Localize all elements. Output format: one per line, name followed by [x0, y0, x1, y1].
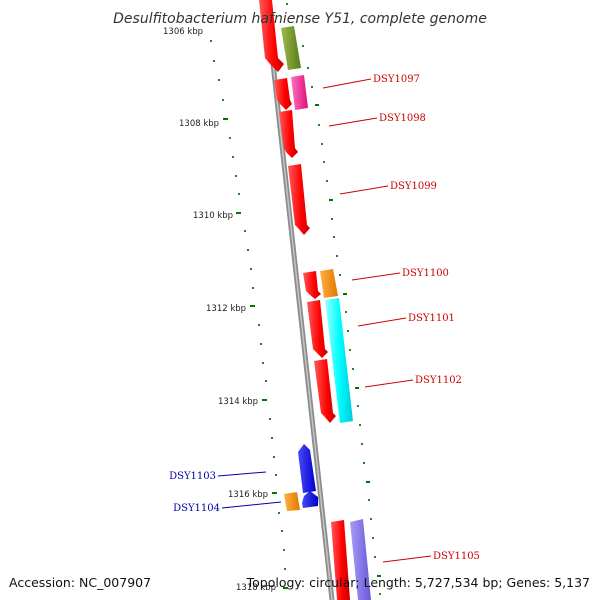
gene-label-dsy1103[interactable]: DSY1103: [169, 471, 216, 482]
gene-arrow-dsy1098[interactable]: [279, 110, 298, 158]
map-title: Desulfitobacterium hafniense Y51, comple…: [113, 11, 487, 27]
kbp-tick-label: 1310 kbp: [193, 211, 233, 221]
gene-arrow[interactable]: [325, 298, 353, 423]
gene-features-forward-strand: [281, 26, 371, 600]
gene-arrow-dsy1104[interactable]: [302, 491, 318, 508]
outer-ring-track: [261, 2, 381, 595]
gene-label-dsy1102[interactable]: DSY1102: [415, 375, 462, 386]
gene-arrow-dsy1097[interactable]: [274, 78, 292, 110]
gene-features-reverse-strand: [259, 0, 350, 600]
gene-label-dsy1099[interactable]: DSY1099: [390, 181, 437, 192]
kbp-tick-label: 1314 kbp: [218, 397, 258, 407]
gene-arrow-dsy1100[interactable]: [303, 271, 321, 299]
gene-arrow-dsy1103[interactable]: [298, 444, 316, 493]
gene-arrow[interactable]: [284, 492, 300, 511]
gene-arrow[interactable]: [350, 519, 371, 600]
gene-label-dsy1104[interactable]: DSY1104: [173, 503, 220, 514]
label-leader-lines: [217, 78, 432, 563]
gene-label-dsy1101[interactable]: DSY1101: [408, 313, 455, 324]
gene-arrow-dsy1099[interactable]: [288, 164, 310, 235]
kbp-tick-label: 1318 kbp: [236, 583, 276, 593]
gene-arrow[interactable]: [259, 0, 284, 72]
gene-label-dsy1100[interactable]: DSY1100: [402, 268, 449, 279]
gene-arrow[interactable]: [320, 269, 338, 298]
kbp-tick-label: 1308 kbp: [179, 119, 219, 129]
gene-label-dsy1098[interactable]: DSY1098: [379, 113, 426, 124]
kbp-tick-label: 1306 kbp: [163, 27, 203, 37]
gene-arrow-dsy1101[interactable]: [307, 300, 328, 358]
gene-arrow-dsy1102[interactable]: [314, 359, 336, 423]
kbp-tick-label: 1312 kbp: [206, 304, 246, 314]
gene-arrow-dsy1105[interactable]: [331, 520, 350, 600]
topology-text: Topology: circular; Length: 5,727,534 bp…: [246, 575, 590, 590]
kbp-tick-label: 1316 kbp: [228, 490, 268, 500]
gene-label-dsy1097[interactable]: DSY1097: [373, 74, 420, 85]
gene-arrow[interactable]: [281, 26, 301, 70]
accession-text: Accession: NC_007907: [9, 575, 151, 590]
inner-ring-track: [210, 40, 288, 589]
gene-arrow[interactable]: [291, 75, 308, 110]
gene-label-dsy1105[interactable]: DSY1105: [433, 551, 480, 562]
gene-features-inner: [284, 444, 318, 511]
